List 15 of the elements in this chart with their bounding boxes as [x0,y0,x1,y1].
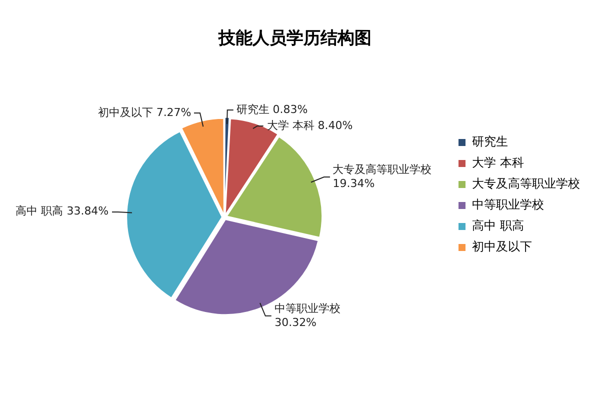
category-label: 初中及以下 7.27% [98,106,192,119]
legend-label: 中等职业学校 [472,198,544,212]
chart-title: 技能人员学历结构图 [218,28,372,49]
data-label: 30.32% [274,316,317,329]
category-label: 大学 本科 8.40% [266,119,353,132]
slice-label: 大专及高等职业学校 [332,163,432,176]
legend-label: 研究生 [472,134,508,149]
category-label: 高中 职高 33.84% [16,204,109,218]
category-label: 研究生 0.83% [236,103,308,116]
slice-label: 中等职业学校 [274,302,341,315]
legend-label: 初中及以下 [472,240,532,254]
legend-label: 高中 职高 [472,218,524,233]
legend-label: 大专及高等职业学校 [472,176,580,191]
legend-label: 大学 本科 [472,156,524,170]
data-label: 19.34% [332,177,375,190]
